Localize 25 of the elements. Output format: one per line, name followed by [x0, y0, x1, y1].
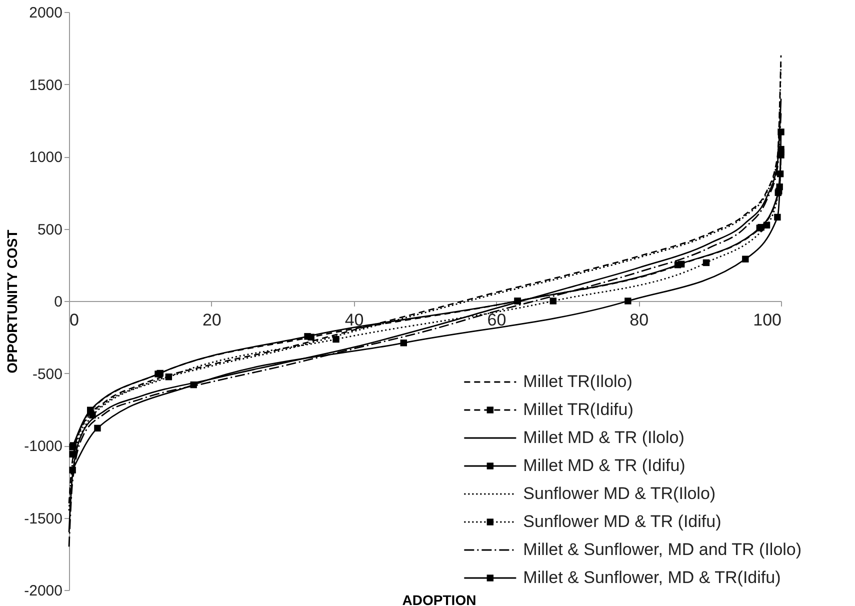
- x-tick-label: 20: [202, 310, 222, 330]
- y-tick-label: 1500: [29, 76, 62, 94]
- y-tick-label: 500: [37, 221, 62, 238]
- x-axis-title: ADOPTION: [402, 592, 476, 606]
- y-tick-label: 1000: [29, 149, 62, 166]
- legend-label: Millet TR(Idifu): [523, 400, 634, 419]
- legend-label: Millet TR(Ilolo): [523, 372, 632, 391]
- y-tick-label: 2000: [29, 4, 62, 22]
- legend-label: Sunflower MD & TR (Idifu): [523, 512, 722, 531]
- x-tick-label: 80: [630, 310, 649, 330]
- y-axis-title: OPPORTUNITY COST: [4, 229, 20, 374]
- y-tick-label: -500: [32, 366, 62, 383]
- x-tick-label: 40: [344, 310, 364, 330]
- x-tick-label: 100: [753, 310, 782, 330]
- x-tick-label: 0: [70, 310, 79, 330]
- y-tick-label: -1500: [24, 510, 62, 528]
- legend-label: Millet & Sunflower, MD and TR (Ilolo): [523, 540, 802, 559]
- legend-label: Millet MD & TR (Idifu): [523, 456, 686, 475]
- legend-label: Millet & Sunflower, MD & TR(Idifu): [523, 568, 781, 587]
- legend-label: Millet MD & TR (Ilolo): [523, 428, 684, 447]
- y-tick-label: 0: [54, 294, 62, 310]
- x-tick-label: 60: [487, 310, 506, 330]
- y-tick-label: -2000: [24, 582, 62, 600]
- legend-label: Sunflower MD & TR(Ilolo): [523, 484, 716, 503]
- y-tick-label: -1000: [24, 438, 62, 455]
